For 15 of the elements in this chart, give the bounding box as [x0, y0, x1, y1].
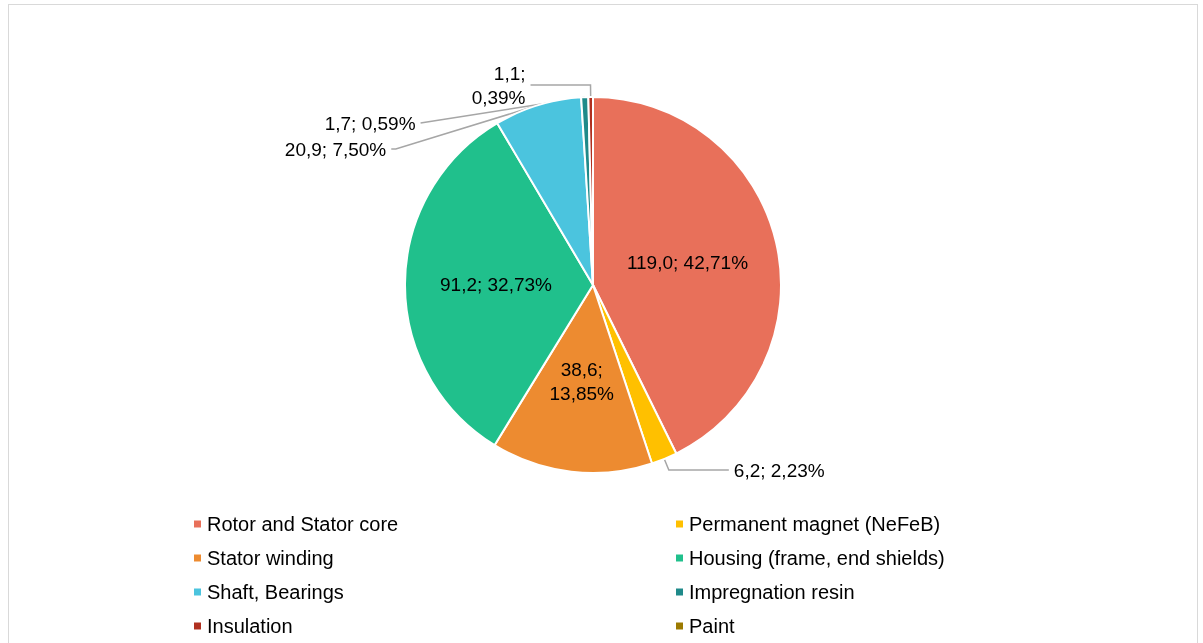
legend-label: Shaft, Bearings: [207, 581, 344, 603]
data-label: 6,2; 2,23%: [733, 459, 825, 481]
legend-label: Paint: [689, 615, 736, 637]
data-label: 38,6; 13,85%: [549, 358, 615, 404]
data-label: 20,9; 7,50%: [284, 138, 387, 160]
legend-label: Housing (frame, end shields): [689, 547, 945, 569]
data-label: 1,7; 0,59%: [324, 112, 416, 134]
legend-label: Insulation: [207, 615, 293, 637]
data-label: 91,2; 32,73%: [440, 273, 553, 295]
legend-label: Impregnation resin: [689, 581, 855, 603]
data-label: 119,0; 42,71%: [626, 252, 749, 274]
legend-label: Rotor and Stator core: [207, 513, 399, 535]
legend-label: Permanent magnet (NeFeB): [689, 513, 941, 535]
legend-label: Stator winding: [207, 547, 334, 569]
data-label: 1,1; 0,39%: [471, 62, 526, 108]
